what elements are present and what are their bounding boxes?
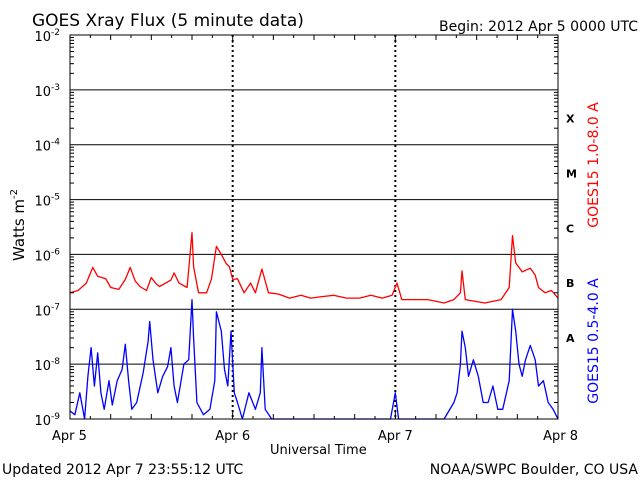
flare-class-label: A [566,332,575,345]
begin-date-label: Begin: 2012 Apr 5 0000 UTC [439,19,638,35]
series-line-0 [69,231,559,304]
y-tick-label: 10-7 [34,302,60,319]
y-tick-label: 10-3 [34,83,60,100]
chart-title: GOES Xray Flux (5 minute data) [32,11,304,31]
flare-class-label: M [566,167,577,180]
y-tick-label: 10-9 [34,412,60,429]
x-tick-label: Apr 7 [378,429,413,444]
y-tick-label: 10-6 [34,247,60,264]
y-axis-label-text: Watts m [10,199,28,261]
x-tick-label: Apr 8 [543,429,578,444]
x-axis-label: Universal Time [270,443,367,458]
credit-label: NOAA/SWPC Boulder, CO USA [430,462,639,478]
flare-class-label: X [566,113,575,126]
x-tick-label: Apr 5 [52,429,87,444]
updated-timestamp: Updated 2012 Apr 7 23:55:12 UTC [2,462,243,478]
legend-series-long: GOES15 1.0-8.0 A [586,102,602,228]
series-line-1 [69,298,559,420]
legend-series-short: GOES15 0.5-4.0 A [586,278,602,404]
y-tick-label: 10-5 [34,193,60,210]
y-tick-label: 10-8 [34,357,60,374]
y-axis-label: Watts m-2 [9,189,28,261]
y-tick-label: 10-2 [34,28,60,45]
x-axis-tick-labels: Apr 5 Apr 6 Apr 7 Apr 8 [52,429,578,444]
axis-ticks [69,35,559,419]
flare-class-labels: X M C B A [566,113,577,345]
x-tick-label: Apr 6 [215,429,250,444]
y-tick-label: 10-4 [34,138,60,155]
series-layer [69,231,559,420]
flare-class-label: C [566,222,574,235]
flare-class-label: B [566,277,574,290]
y-axis-tick-labels: 10-9 10-8 10-7 10-6 10-5 10-4 10-3 10-2 [34,28,60,429]
y-axis-label-exponent: -2 [9,189,20,199]
